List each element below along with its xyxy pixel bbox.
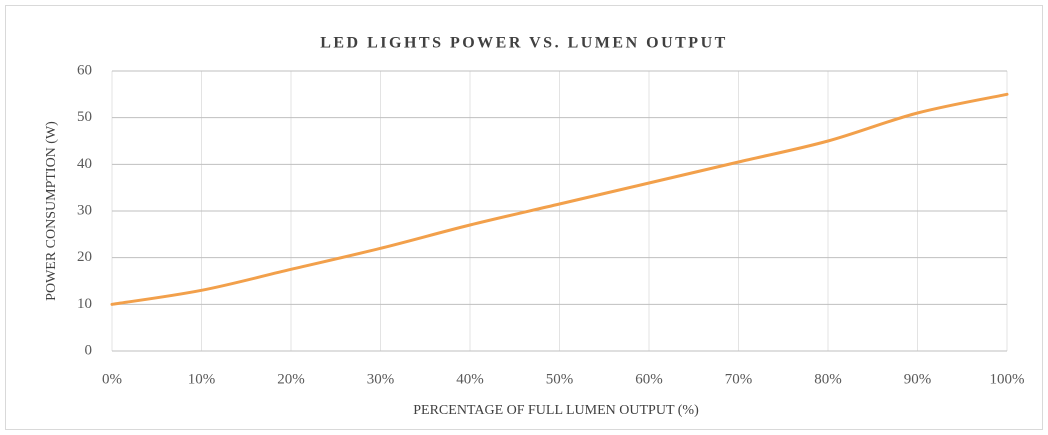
x-tick-label: 60% — [635, 371, 663, 387]
y-tick-label: 60 — [77, 62, 92, 78]
chart-title: LED LIGHTS POWER VS. LUMEN OUTPUT — [320, 35, 728, 52]
y-tick-label: 0 — [85, 342, 93, 358]
y-tick-label: 20 — [77, 249, 92, 265]
y-tick-label: 10 — [77, 296, 92, 312]
y-tick-label: 40 — [77, 156, 92, 172]
x-tick-label: 80% — [814, 371, 842, 387]
series-line — [110, 92, 1009, 306]
y-tick-label: 50 — [77, 109, 92, 125]
x-tick-label: 90% — [904, 371, 932, 387]
x-tick-label: 50% — [546, 371, 574, 387]
x-tick-label: 70% — [725, 371, 753, 387]
x-tick-label: 20% — [277, 371, 305, 387]
chart-border — [5, 5, 1043, 430]
x-tick-label: 40% — [456, 371, 484, 387]
x-axis-title: PERCENTAGE OF FULL LUMEN OUTPUT (%) — [413, 403, 699, 418]
x-tick-label: 30% — [367, 371, 395, 387]
y-tick-label: 30 — [77, 202, 92, 218]
x-tick-label: 100% — [990, 371, 1025, 387]
x-tick-label: 10% — [188, 371, 216, 387]
x-tick-label: 0% — [102, 371, 122, 387]
y-axis-title: POWER CONSUMPTION (W) — [44, 121, 59, 301]
